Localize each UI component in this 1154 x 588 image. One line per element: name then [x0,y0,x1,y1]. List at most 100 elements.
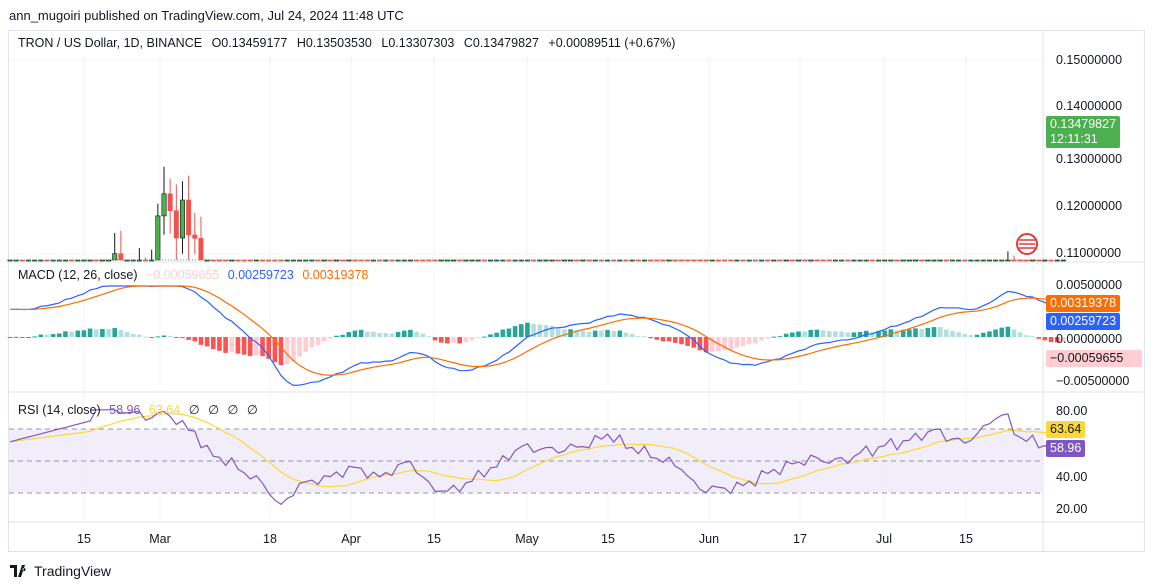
candle-body [771,259,777,262]
macd-histogram-bar [851,332,857,337]
macd-histogram-bar [469,337,475,341]
rsi-ma-value: 63.64 [148,403,181,417]
macd-histogram-bar [857,331,863,337]
signal-line [9,285,1064,376]
macd-histogram-bar [796,331,801,337]
candle-body [136,259,142,262]
close-value: C0.13479827 [463,36,539,50]
rsi-line [9,409,1064,506]
macd-histogram-bar [1024,335,1029,337]
macd-histogram-bar [56,333,62,337]
candle-body [370,259,376,262]
macd-legend: MACD (12, 26, close) −0.00059655 0.00259… [18,268,373,282]
macd-histogram-bar [180,337,185,339]
macd-histogram-bar [494,332,499,337]
candle-body [364,259,370,262]
macd-histogram-bar [746,337,752,345]
candle-body [974,259,980,262]
candle-body [882,259,888,262]
macd-histogram-bar [549,326,555,337]
open-value: O0.13459177 [211,36,288,50]
candle-body [512,259,518,262]
macd-histogram-bar [962,334,968,337]
candle-body [826,259,832,262]
macd-histogram-bar [944,329,949,337]
macd-histogram-bar [555,327,561,337]
macd-histogram-bar [414,331,419,337]
macd-tag: 0.00259723 [1046,313,1121,330]
candle-body [309,259,315,262]
candle-body [876,259,882,262]
macd-histogram-bar [364,331,370,337]
tradingview-logo[interactable]: TradingView [10,563,111,579]
candle-body [75,259,81,262]
candle-body [124,259,130,262]
macd-histogram-bar [75,330,81,337]
candle-body [414,259,420,262]
candle-body [247,259,253,262]
rsi-axis-label: 40.00 [1056,470,1088,484]
candle-body [358,259,364,262]
macd-histogram-bar [20,337,25,338]
macd-histogram-bar [740,337,746,347]
candle-body [888,259,894,262]
candle-body [1054,259,1060,262]
candle-body [112,253,118,261]
macd-histogram-bar [112,328,118,337]
time-axis-label: Apr [341,532,361,546]
candle-body [395,259,401,262]
chart-frame[interactable] [8,30,1145,552]
macd-histogram-bar [38,334,44,337]
candle-body [481,259,487,262]
macd-histogram-bar [445,337,450,344]
macd-histogram-bar [210,337,216,350]
macd-histogram-bar [1030,336,1035,338]
macd-histogram-bar [888,329,894,337]
macd-histogram-bar [272,337,278,363]
candle-body [186,199,192,236]
candle-body [69,259,75,262]
macd-histogram-bar [408,329,413,337]
macd-histogram-bar [334,335,339,337]
high-value: H0.13503530 [296,36,372,50]
macd-histogram-bar [217,337,222,351]
price-axis-label: 0.13000000 [1056,152,1123,166]
macd-histogram-bar [506,328,512,337]
macd-histogram-bar [734,337,740,348]
macd-histogram-bar [174,337,179,338]
time-axis-label: 15 [959,532,973,546]
na-value: ∅ [208,403,219,417]
macd-histogram-bar [438,337,444,343]
candle-body [537,259,543,262]
macd-histogram-bar [137,334,142,337]
macd-histogram-bar [802,331,807,337]
macd-histogram-bar [254,337,259,356]
candle-body [506,259,512,262]
macd-histogram-bar [303,337,308,352]
candle-body [44,259,50,262]
rsi-ma-line [9,412,1064,488]
macd-histogram-bar [81,330,87,337]
macd-histogram-bar [1005,326,1011,337]
symbol-title[interactable]: TRON / US Dollar, 1D, BINANCE [18,36,203,50]
candle-body [629,259,635,262]
macd-histogram-bar [839,331,844,337]
low-value: L0.13307303 [381,36,455,50]
macd-title[interactable]: MACD (12, 26, close) [18,268,138,282]
macd-histogram-bar [1036,337,1042,339]
macd-histogram-bar [167,336,173,338]
price-axis-label: 0.11000000 [1056,246,1122,260]
macd-histogram-bar [7,337,13,338]
macd-histogram-bar [845,332,851,337]
macd-histogram-bar [697,337,703,351]
candle-body [475,259,481,262]
macd-histogram-bar [531,323,536,337]
macd-histogram-bar [284,337,290,365]
candle-body [851,259,857,262]
macd-histogram-bar [463,337,469,343]
macd-histogram-bar [919,328,924,337]
macd-histogram-bar [974,334,980,337]
rsi-title[interactable]: RSI (14, close) [18,403,101,417]
candle-body [1060,259,1066,262]
